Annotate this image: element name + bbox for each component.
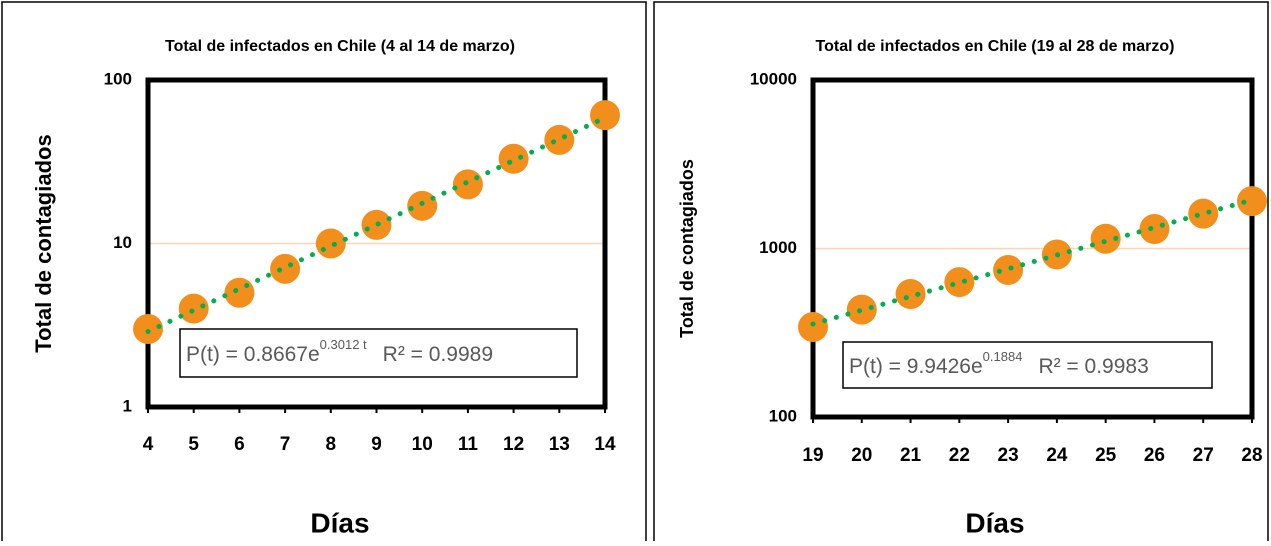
equation: P(t) = 0.8667e0.3012 t R² = 0.9989 <box>186 337 493 365</box>
y-tick-label: 100 <box>104 69 132 88</box>
data-point <box>270 253 301 284</box>
data-point <box>178 293 209 324</box>
y-tick-label: 1 <box>123 396 132 415</box>
data-point <box>944 267 975 298</box>
data-point <box>498 143 529 174</box>
x-tick-label: 27 <box>1193 445 1214 466</box>
x-tick-label: 14 <box>594 434 616 455</box>
equation-base: P(t) = 9.9426e <box>849 355 983 378</box>
x-tick-label: 25 <box>1095 445 1117 466</box>
trend-line <box>145 115 608 335</box>
x-tick-label: 11 <box>458 434 479 455</box>
data-point <box>315 228 346 259</box>
x-tick-label: 12 <box>503 434 524 455</box>
data-point <box>895 278 926 309</box>
equation: P(t) = 9.9426e0.1884 R² = 0.9983 <box>849 349 1149 377</box>
y-tick-label: 10000 <box>750 69 797 88</box>
data-point <box>452 169 483 200</box>
x-tick-label: 13 <box>549 434 570 455</box>
data-point <box>1139 213 1170 244</box>
x-tick-label: 21 <box>900 445 922 466</box>
y-axis-label: Total de contagiados <box>31 134 56 352</box>
y-tick-label: 1000 <box>759 238 797 257</box>
data-point <box>798 312 828 343</box>
plot-frame <box>145 77 608 410</box>
data-point <box>1188 198 1219 229</box>
equation-exponent: 0.3012 t <box>320 337 367 352</box>
r-squared: R² = 0.9983 <box>1038 355 1148 378</box>
plot-frame <box>810 77 1255 420</box>
panel-border <box>1 1 647 546</box>
r-squared: R² = 0.9989 <box>383 343 493 366</box>
x-tick-label: 5 <box>188 434 199 455</box>
x-tick-label: 22 <box>949 445 970 466</box>
x-tick-label: 6 <box>234 434 245 455</box>
x-tick-label: 24 <box>1046 445 1068 466</box>
x-tick-label: 9 <box>371 434 382 455</box>
equation-exponent: 0.1884 <box>983 349 1023 364</box>
x-tick-label: 23 <box>998 445 1019 466</box>
data-point <box>224 277 255 308</box>
chart-title: Total de infectados en Chile (4 al 14 de… <box>165 38 515 55</box>
y-axis-label: Total de contagiados <box>677 159 697 338</box>
data-point <box>544 124 575 155</box>
y-tick-label: 100 <box>769 406 797 425</box>
data-point <box>993 254 1024 285</box>
data-point <box>133 313 163 344</box>
x-tick-label: 8 <box>326 434 337 455</box>
x-tick-label: 4 <box>143 434 154 455</box>
equation-base: P(t) = 0.8667e <box>186 343 320 366</box>
x-tick-label: 28 <box>1241 445 1262 466</box>
y-tick-label: 10 <box>113 233 132 252</box>
trend-line <box>810 197 1255 327</box>
equation-box <box>179 328 578 378</box>
data-point <box>1090 223 1121 254</box>
panel-border <box>653 1 1269 546</box>
x-axis-label: Días <box>310 507 369 538</box>
data-point <box>590 100 620 131</box>
x-tick-label: 26 <box>1144 445 1165 466</box>
chart-title: Total de infectados en Chile (19 al 28 d… <box>816 38 1175 55</box>
x-tick-label: 10 <box>412 434 433 455</box>
x-tick-label: 20 <box>851 445 872 466</box>
x-tick-label: 19 <box>802 445 823 466</box>
equation-box <box>842 341 1213 389</box>
x-tick-label: 7 <box>280 434 291 455</box>
x-axis-label: Días <box>965 507 1024 538</box>
data-point <box>1237 186 1267 217</box>
